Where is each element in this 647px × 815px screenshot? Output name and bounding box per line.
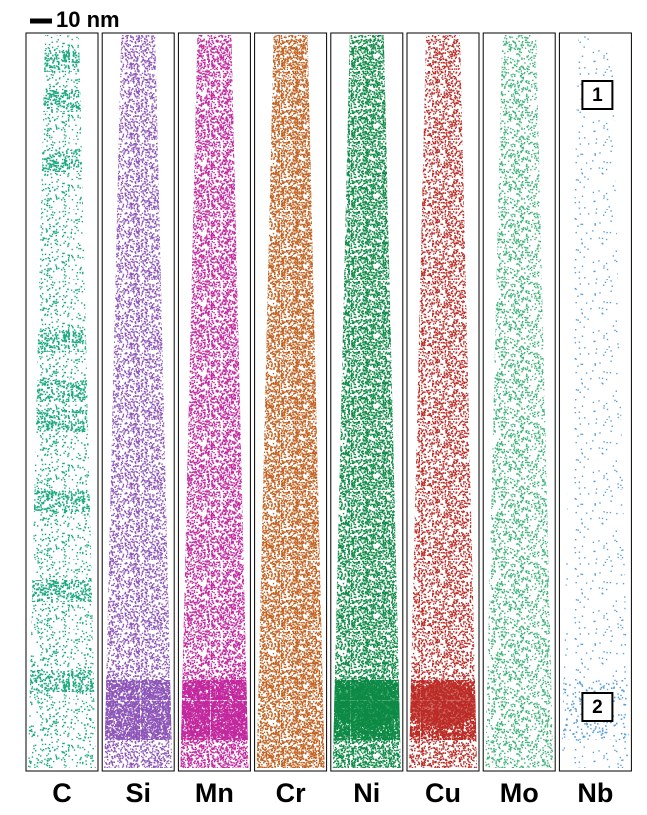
panel-frame: [330, 32, 404, 772]
atom-cloud: [561, 35, 630, 768]
carbon-band: [28, 150, 96, 172]
atom-map: [104, 35, 173, 768]
panel-frame: [406, 32, 480, 772]
panel-frame: [254, 32, 328, 772]
carbon-band: [28, 330, 96, 352]
panel-frame: [177, 32, 251, 772]
atom-map: [28, 35, 96, 768]
carbon-band: [28, 670, 96, 692]
enriched-zone: [104, 680, 173, 740]
element-label: C: [52, 778, 72, 808]
atom-map: [180, 35, 249, 768]
panel-frame: [482, 32, 556, 772]
enriched-zone: [180, 680, 249, 740]
atom-map: [485, 35, 554, 768]
carbon-band: [28, 410, 96, 432]
element-label: Mo: [500, 778, 539, 808]
region-box: [581, 80, 614, 110]
carbon-band: [28, 380, 96, 402]
carbon-band: [28, 490, 96, 512]
atom-cloud: [409, 35, 477, 768]
carbon-band: [28, 50, 96, 72]
element-label: Cr: [276, 778, 306, 808]
carbon-band: [28, 90, 96, 112]
enriched-cluster: [409, 683, 477, 727]
carbon-band: [28, 580, 96, 602]
element-label: Si: [125, 778, 151, 808]
panel-frame: [25, 32, 99, 772]
region-label: 1: [592, 85, 603, 106]
region-box: [581, 692, 614, 722]
atom-cloud: [485, 35, 554, 768]
atom-cloud: [180, 35, 249, 768]
atom-map: [409, 35, 477, 768]
element-label: Ni: [353, 778, 380, 808]
atom-cloud: [104, 35, 173, 768]
panel-frame: [558, 32, 632, 772]
enriched-cluster: [332, 683, 401, 727]
atom-map: [256, 35, 325, 768]
atom-map: [332, 35, 401, 768]
element-label: Nb: [577, 778, 613, 808]
element-label: Cu: [425, 778, 461, 808]
atom-map: [561, 35, 630, 768]
scale-label: 10 nm: [56, 7, 120, 32]
panel-frame: [101, 32, 175, 772]
atom-cloud: [332, 35, 401, 768]
region-label: 2: [592, 697, 603, 718]
atom-cloud: [256, 35, 325, 768]
element-label: Mn: [195, 778, 234, 808]
